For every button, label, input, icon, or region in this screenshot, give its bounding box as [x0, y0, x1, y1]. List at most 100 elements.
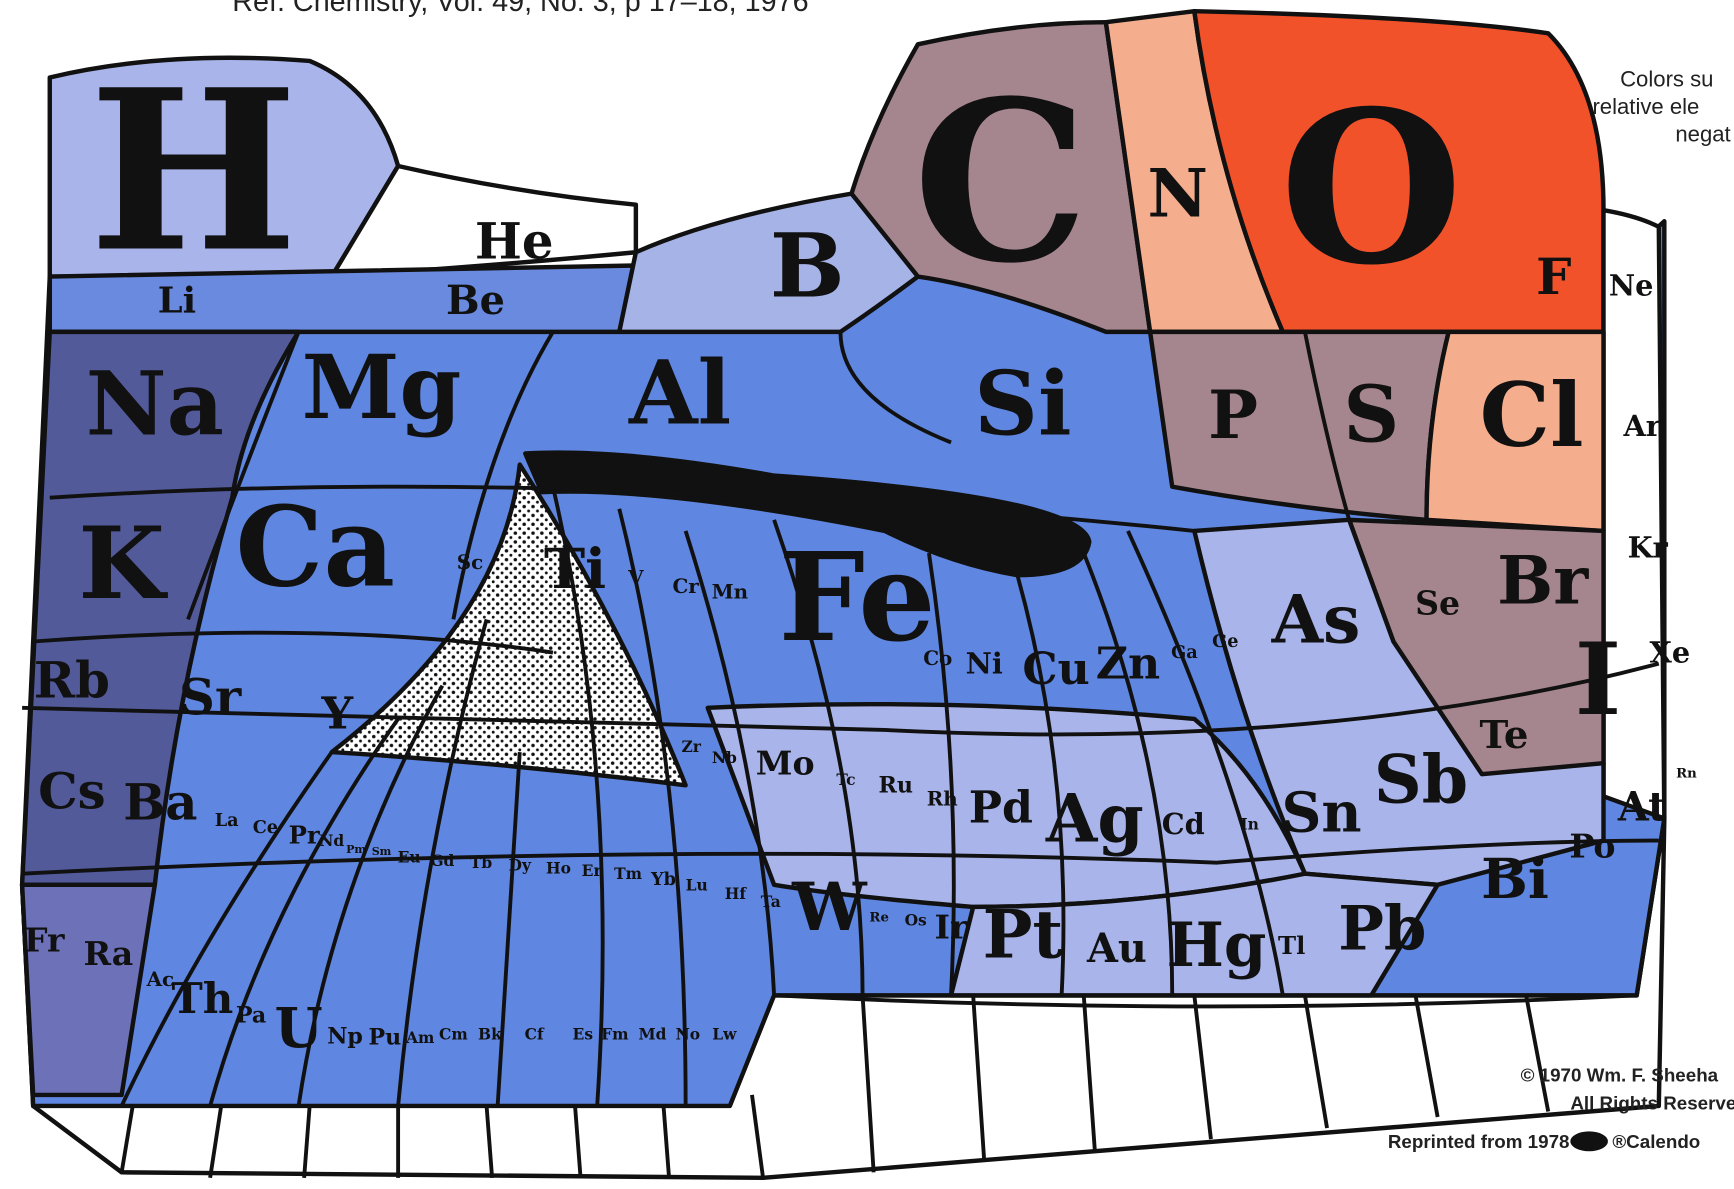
element-symbol: Fm: [601, 1025, 629, 1044]
element-symbol: Fe: [779, 526, 936, 669]
element-symbol: Zr: [681, 737, 701, 756]
element-symbol: Si: [974, 352, 1071, 456]
element-symbol: Pr: [289, 821, 321, 850]
rights: All Rights Reserved: [1570, 1092, 1734, 1113]
credits: © 1970 Wm. F. Sheeha All Rights Reserved…: [1388, 1065, 1734, 1152]
element-symbol: Nd: [319, 831, 344, 850]
element-symbol: La: [215, 810, 239, 831]
legend-note: Colors su relative ele negat: [1592, 66, 1730, 146]
element-symbol: Md: [638, 1025, 666, 1044]
element-symbol: Os: [905, 911, 927, 930]
element-symbol: Ce: [253, 817, 278, 838]
element-symbol: Sr: [179, 667, 242, 726]
element-symbol: Sn: [1281, 780, 1361, 845]
element-symbol: Cl: [1480, 363, 1584, 467]
element-symbol: K: [78, 506, 168, 622]
element-symbol: Au: [1086, 926, 1147, 972]
element-symbol: Ag: [1045, 779, 1144, 857]
element-symbol: Mg: [302, 335, 462, 439]
copyright: © 1970 Wm. F. Sheeha: [1521, 1065, 1719, 1086]
element-symbol: Cr: [672, 574, 699, 598]
element-symbol: Yb: [650, 869, 676, 890]
element-symbol: Rb: [34, 651, 110, 710]
element-symbol: Br: [1497, 542, 1589, 620]
element-symbol: Kr: [1628, 531, 1669, 565]
element-symbol: Tb: [470, 853, 493, 872]
element-symbol: Li: [158, 280, 196, 321]
element-symbol: Es: [573, 1025, 594, 1044]
calendar: ®Calendo: [1612, 1131, 1700, 1152]
element-symbol: Ni: [966, 647, 1003, 681]
element-symbol: Ca: [235, 483, 395, 613]
element-symbol: Pb: [1338, 894, 1426, 965]
element-symbol: Ir: [935, 907, 969, 946]
element-symbol: Xe: [1650, 636, 1691, 670]
element-symbol: Lu: [686, 875, 708, 894]
logo: [1570, 1131, 1608, 1152]
element-symbol: Pd: [969, 781, 1033, 833]
element-symbol: Sb: [1374, 741, 1468, 819]
element-symbol: Pm: [346, 843, 366, 856]
element-symbol: Ru: [879, 772, 913, 798]
element-symbol: H: [89, 42, 298, 302]
element-symbol: Ne: [1609, 268, 1654, 302]
element-symbol: Pa: [236, 1002, 266, 1028]
element-symbol: Te: [1479, 713, 1528, 758]
element-symbol: Bk: [478, 1025, 502, 1044]
element-symbol: Ti: [544, 537, 606, 602]
note-line: negat: [1675, 122, 1730, 147]
element-symbol: Er: [582, 861, 603, 880]
element-symbol: Tc: [836, 770, 855, 789]
element-symbol: V: [627, 565, 644, 589]
element-symbol: Ra: [83, 934, 133, 973]
element-symbol: As: [1271, 580, 1361, 658]
element-symbol: Rn: [1676, 767, 1697, 782]
element-symbol: Sm: [372, 845, 392, 858]
element-symbol: Np: [327, 1023, 363, 1049]
element-symbol: Ge: [1212, 631, 1238, 652]
element-symbol: Rh: [927, 787, 958, 811]
element-symbol: Al: [628, 341, 731, 445]
element-symbol: Ac: [146, 967, 175, 991]
element-symbol: Na: [86, 352, 224, 456]
element-symbol: Fr: [24, 921, 65, 960]
element-symbol: Ga: [1171, 642, 1198, 663]
element-symbol: Cm: [439, 1025, 468, 1044]
element-symbol: Y: [321, 687, 354, 739]
element-symbol: Be: [446, 278, 505, 324]
element-symbol: He: [475, 212, 554, 271]
element-symbol: O: [1280, 65, 1463, 312]
element-symbol: Am: [405, 1028, 435, 1047]
element-symbol: Ba: [123, 772, 197, 831]
cell-borders: [22, 330, 1660, 1179]
element-symbol: Ar: [1622, 409, 1661, 443]
note-line: relative ele: [1592, 94, 1699, 119]
element-symbol: Se: [1415, 583, 1460, 622]
element-symbol: Th: [171, 974, 233, 1023]
element-symbol: No: [676, 1025, 700, 1044]
element-symbol: Co: [923, 646, 952, 670]
element-symbol: P: [1208, 376, 1258, 454]
element-symbol: S: [1343, 369, 1399, 460]
element-symbol: Zn: [1096, 638, 1160, 690]
reprint: Reprinted from 1978: [1388, 1131, 1570, 1152]
element-symbols: H He Li Be B C N O F Ne Na Mg Al Si P S Cl Ar K Ca Sc Ti V Cr Mn…: [24, 42, 1697, 1062]
element-symbol: Nb: [712, 748, 737, 767]
element-symbol: I: [1575, 622, 1622, 738]
element-symbol: Po: [1569, 827, 1615, 866]
reference: Ref. Chemistry, Vol. 49, No. 3, p 17–18,…: [232, 0, 808, 18]
element-symbol: N: [1147, 155, 1208, 233]
note-line: Colors su: [1620, 66, 1713, 91]
element-symbol: In: [1240, 814, 1258, 833]
element-symbol: Hf: [725, 884, 748, 903]
element-symbol: Cf: [525, 1025, 545, 1044]
element-symbol: Tl: [1278, 931, 1305, 960]
element-symbol: Pu: [368, 1024, 401, 1050]
element-symbol: C: [913, 53, 1089, 313]
element-symbol: At: [1617, 784, 1667, 830]
regions: [19, 8, 1667, 1181]
element-symbol: Pt: [983, 896, 1064, 974]
element-symbol: B: [770, 214, 845, 318]
